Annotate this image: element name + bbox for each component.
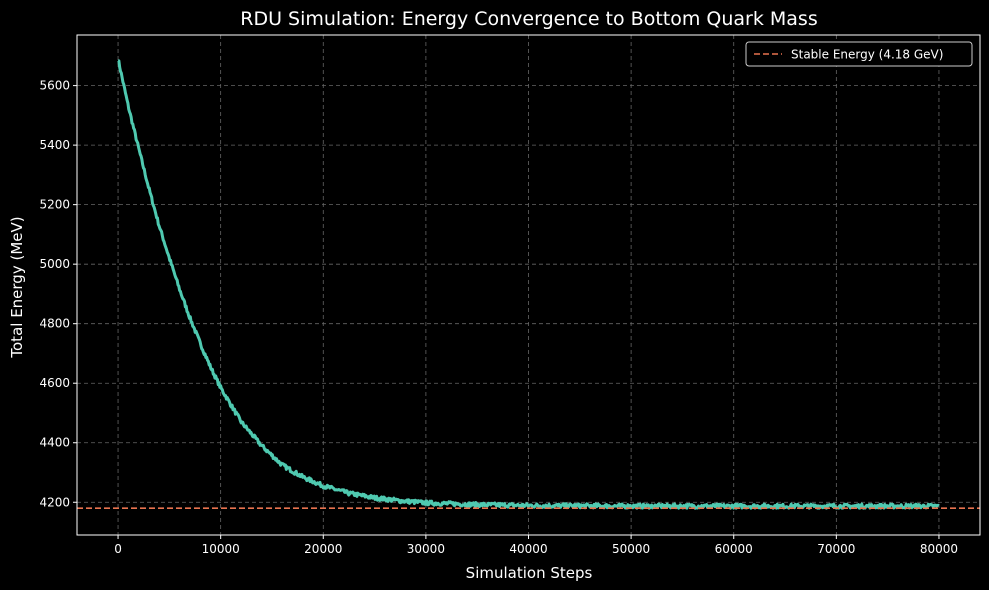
x-tick-label: 30000 — [407, 542, 445, 556]
legend-box — [745, 41, 973, 67]
y-tick-label: 5200 — [39, 198, 70, 212]
x-tick-label: 10000 — [202, 542, 240, 556]
y-tick-label: 5400 — [39, 138, 70, 152]
y-tick-label: 4400 — [39, 436, 70, 450]
x-axis-label: Simulation Steps — [466, 564, 593, 582]
series-line-total-energy — [117, 59, 940, 510]
y-axis-label: Total Energy (MeV) — [8, 216, 26, 358]
x-tick-label: 60000 — [715, 542, 753, 556]
grid — [77, 35, 980, 535]
x-tick-label: 80000 — [920, 542, 958, 556]
x-tick-label: 40000 — [509, 542, 547, 556]
x-tick-label: 70000 — [817, 542, 855, 556]
y-tick-label: 4600 — [39, 376, 70, 390]
chart-title: RDU Simulation: Energy Convergence to Bo… — [240, 8, 817, 30]
ticks: 0 10000 20000 30000 40000 50000 60000 70000 8000… — [39, 79, 958, 556]
y-tick-label: 5000 — [39, 257, 70, 271]
x-tick-label: 0 — [114, 542, 122, 556]
legend: Stable Energy (4.18 GeV) — [745, 41, 973, 67]
y-tick-label: 4800 — [39, 317, 70, 331]
plot-area — [77, 59, 980, 510]
x-tick-label: 50000 — [612, 542, 650, 556]
x-tick-label: 20000 — [304, 542, 342, 556]
y-tick-label: 4200 — [39, 495, 70, 509]
legend-label-stable-energy: Stable Energy (4.18 GeV) — [791, 48, 943, 62]
y-tick-label: 5600 — [39, 79, 70, 93]
